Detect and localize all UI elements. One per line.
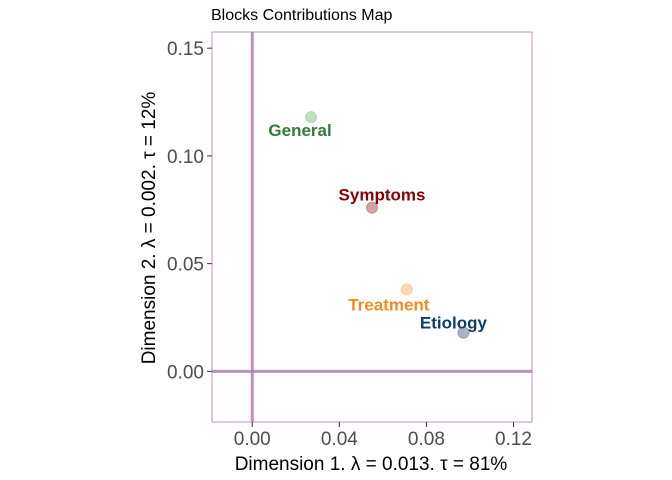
y-axis-title: Dimension 2. λ = 0.002. τ = 12%	[139, 92, 160, 365]
x-axis: 0.00 0.04 0.08 0.12	[234, 422, 532, 450]
point-symptoms	[366, 201, 378, 214]
y-tick-label: 0.15	[167, 39, 204, 60]
x-tick-label: 0.00	[234, 429, 271, 450]
point-label-symptoms: Symptoms	[339, 186, 426, 205]
panel-border	[211, 31, 533, 423]
point-treatment	[400, 283, 413, 296]
y-tick-label: 0.05	[167, 255, 204, 276]
x-axis-title: Dimension 1. λ = 0.013. τ = 81%	[235, 454, 508, 475]
y-tick-label: 0.00	[167, 362, 204, 383]
x-tick-label: 0.04	[321, 429, 358, 450]
point-general	[305, 111, 318, 124]
point-label-general: General	[268, 121, 331, 140]
point-label-etiology: Etiology	[420, 314, 488, 333]
chart-title: Blocks Contributions Map	[211, 7, 393, 24]
x-tick-label: 0.12	[495, 429, 532, 450]
point-etiology	[457, 326, 470, 339]
x-tick-label: 0.08	[408, 429, 445, 450]
plot-panel	[211, 31, 533, 423]
y-axis: 0.00 0.05 0.10 0.15	[167, 39, 212, 383]
y-tick-label: 0.10	[167, 147, 204, 168]
point-label-treatment: Treatment	[348, 295, 430, 314]
